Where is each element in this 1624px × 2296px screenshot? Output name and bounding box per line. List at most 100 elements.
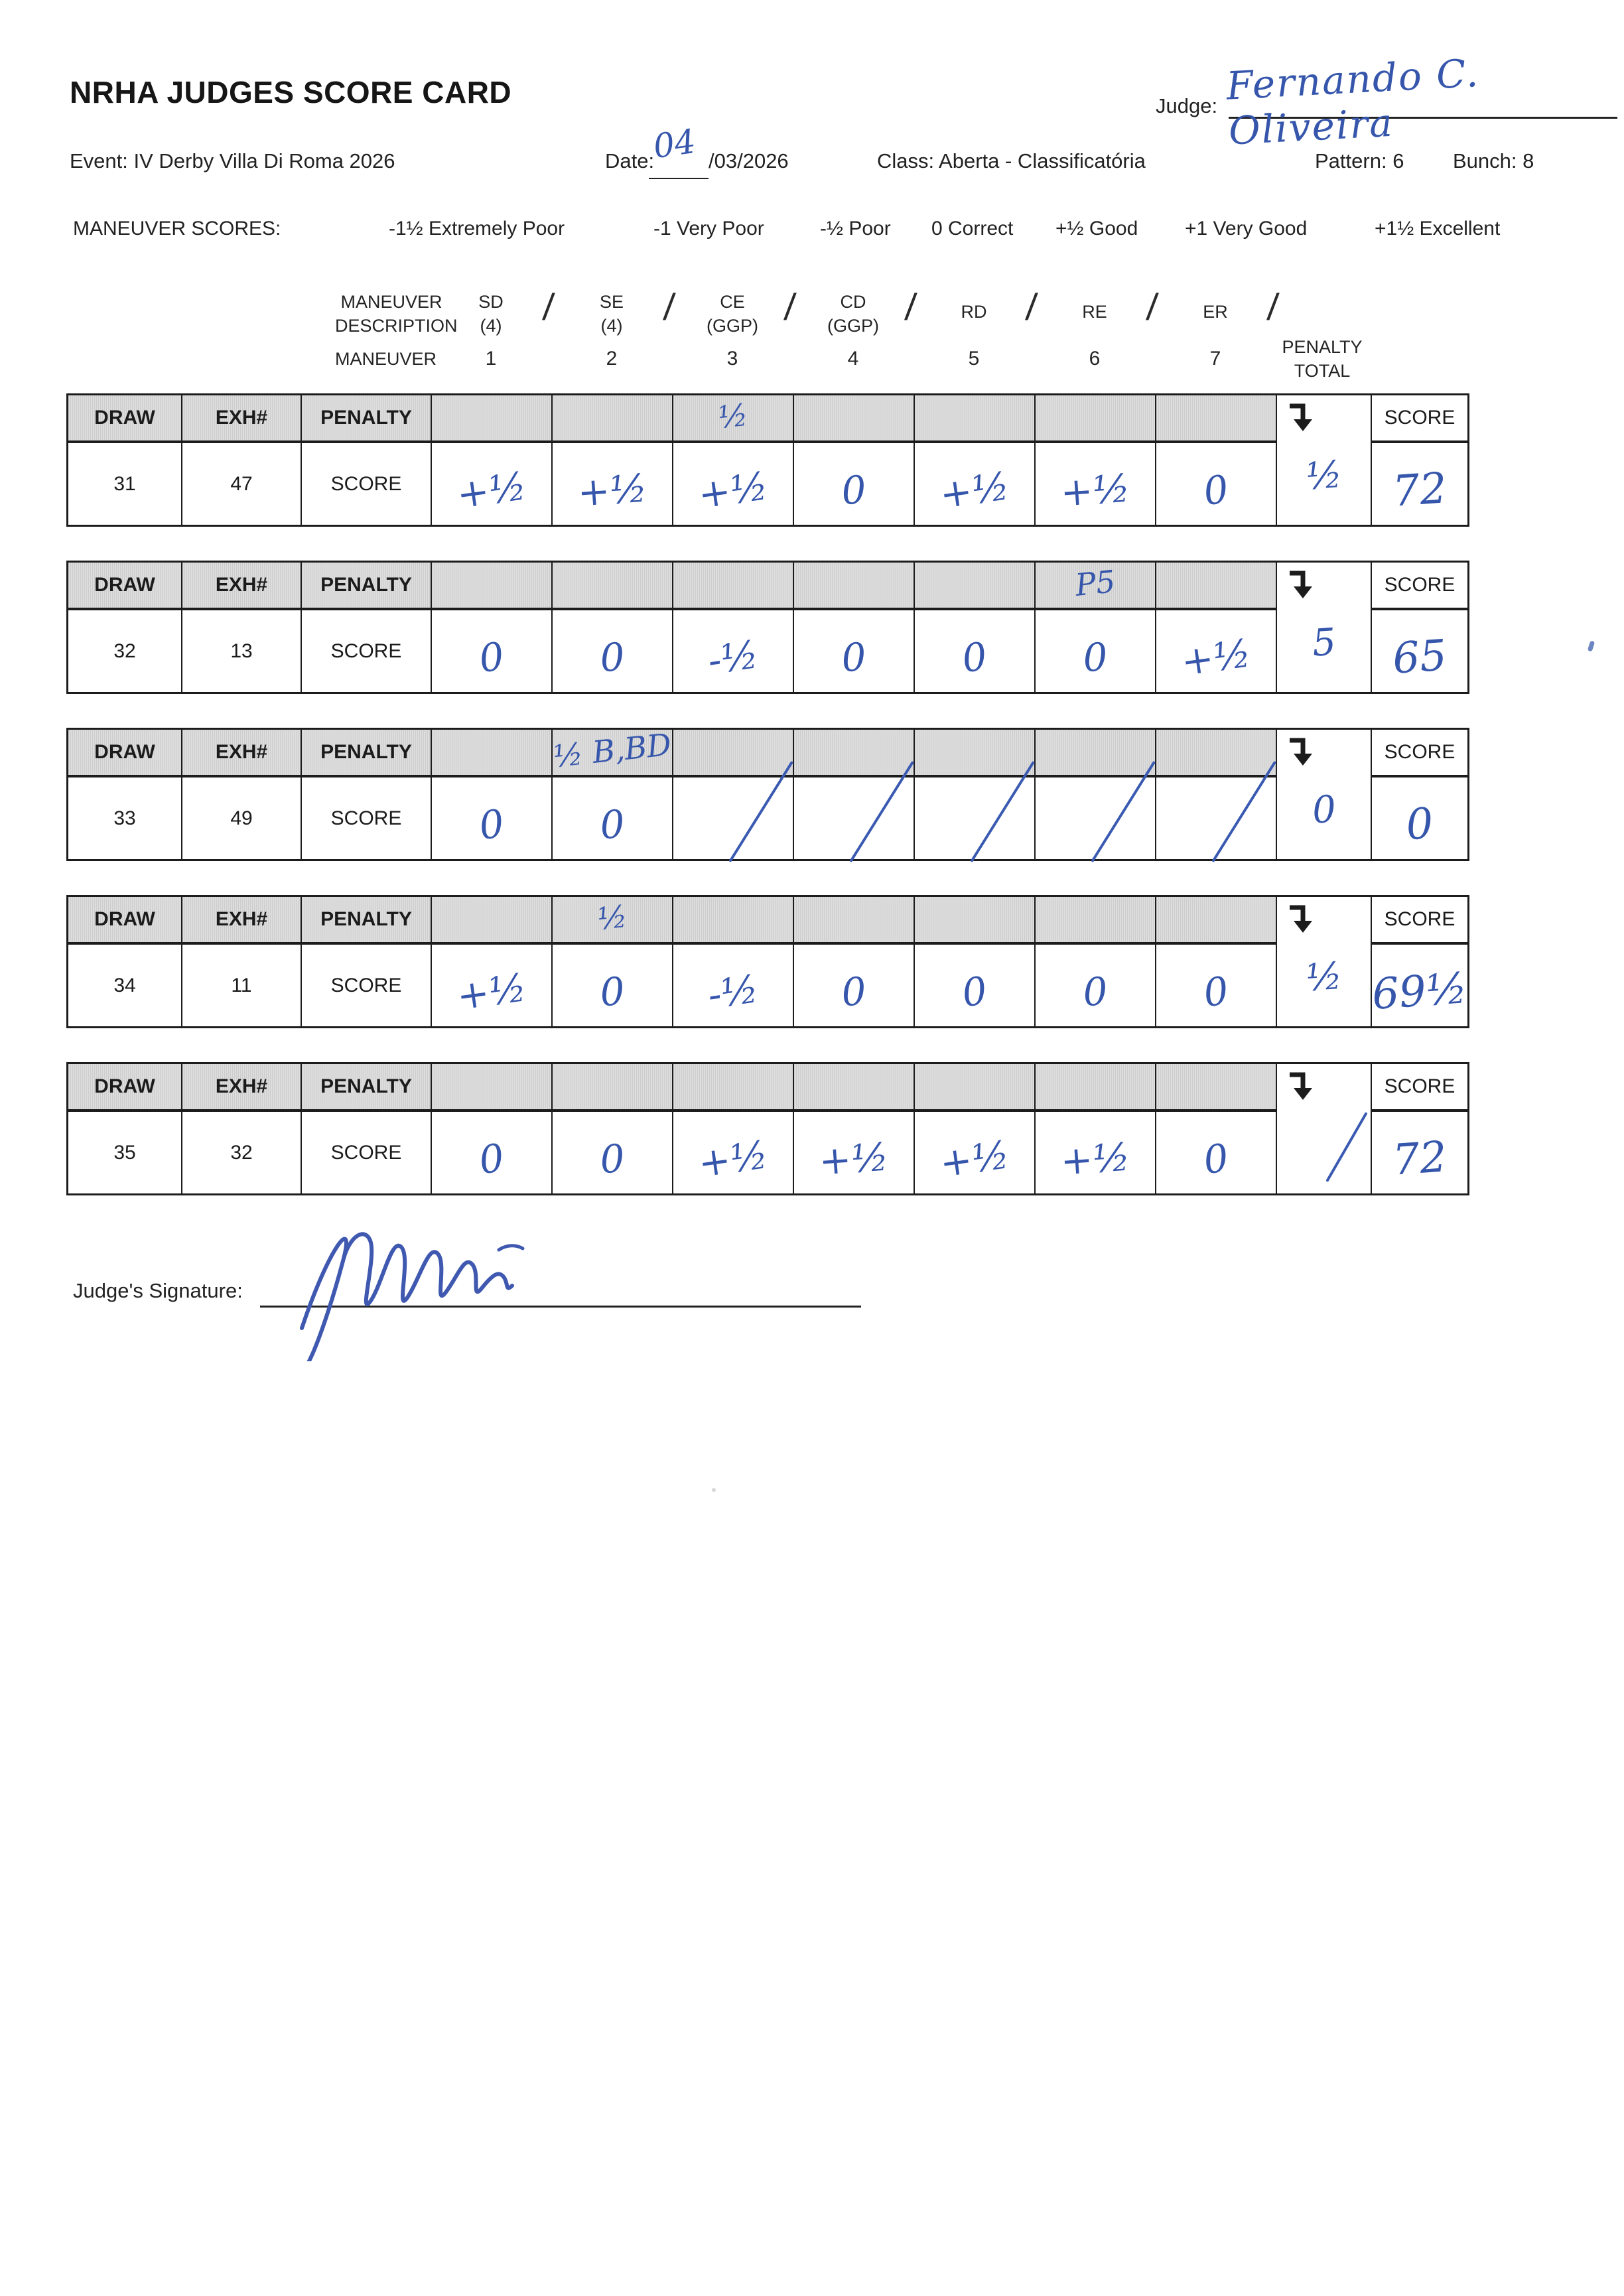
score-cell [914,760,1035,863]
exh-header-cell: EXH# [181,730,301,777]
score-cell: +½ [914,443,1034,525]
legend-item: -1 Very Poor [653,218,764,239]
score-cell: +½ [431,945,551,1026]
final-score-cell: 72 [1371,1112,1467,1193]
final-score-cell: 65 [1371,610,1467,692]
penalty-cell [793,563,914,610]
score-cell: 0 [551,945,672,1026]
score-cell: 0 [914,945,1034,1026]
penalty-cell: ½ [551,897,672,945]
column-separator-slash: / [1265,286,1280,328]
exh-header-cell: EXH# [181,897,301,945]
pattern-field: Pattern: 6 [1315,149,1404,173]
score-cell: 0 [551,1112,672,1193]
penalty-cell [914,395,1034,443]
score-cell: 0 [1155,443,1276,525]
score-cell: +½ [551,443,672,525]
score-cell: 0 [431,777,551,859]
corner-down-arrow-icon [1290,905,1312,933]
score-row-label-cell: SCORE [301,945,431,1026]
score-card: DRAW EXH# PENALTY SCORE 35 32 SCORE 0 [66,1062,1469,1195]
score-row-label-cell: SCORE [301,443,431,525]
legend-item: +½ Good [1055,218,1138,239]
penalty-cell [793,730,914,777]
maneuver-column-header: ER [1203,302,1228,322]
score-cell: 0 [793,610,914,692]
score-cell: 0 [914,610,1034,692]
legend-item: +1 Very Good [1185,218,1308,239]
bunch-field: Bunch: 8 [1453,149,1534,173]
penalty-cell [431,563,551,610]
penalty-cell [793,395,914,443]
score-cell: +½ [431,443,551,525]
bunch-value: 8 [1522,149,1534,172]
score-column-header-cell: SCORE [1371,730,1467,777]
score-cell: 0 [431,1112,551,1193]
class-value: Aberta - Classificatória [939,149,1146,172]
score-cell: -½ [672,945,793,1026]
penalty-header-cell: PENALTY [301,395,431,443]
penalty-cell [431,395,551,443]
event-label: Event: [70,149,128,172]
legend-item: -½ Poor [820,218,891,239]
draw-header-cell: DRAW [68,563,181,610]
score-row-label-cell: SCORE [301,610,431,692]
exh-header-cell: EXH# [181,395,301,443]
penalty-header-cell: PENALTY [301,897,431,945]
draw-header-cell: DRAW [68,897,181,945]
penalty-cell [1034,1064,1155,1112]
penalty-header-cell: PENALTY [301,563,431,610]
signature-line [260,1306,861,1308]
draw-header-cell: DRAW [68,395,181,443]
legend-item: -1½ Extremely Poor [389,218,565,239]
penalty-cell [1155,563,1276,610]
penalty-cell [1034,395,1155,443]
exh-header-cell: EXH# [181,563,301,610]
legend-item: 0 Correct [931,218,1014,239]
score-row-label-cell: SCORE [301,1112,431,1193]
exh-value-cell: 32 [181,1112,301,1193]
score-cell: +½ [672,443,793,525]
penalty-cell [672,730,793,777]
page-title: NRHA JUDGES SCORE CARD [70,75,512,109]
judge-name-handwriting: Fernando C. Oliveira [1225,50,1481,154]
exh-header-cell: EXH# [181,1064,301,1112]
score-cell [1155,760,1276,863]
draw-value-cell: 32 [113,640,136,662]
event-field: Event: IV Derby Villa Di Roma 2026 [70,149,395,173]
draw-header-cell: DRAW [68,1064,181,1112]
column-separator-slash: / [541,286,556,328]
maneuver-description-label: MANEUVER DESCRIPTION [335,292,458,336]
column-separator-slash: / [661,286,677,328]
judge-label: Judge: [1156,94,1218,117]
penalty-cell [672,563,793,610]
maneuver-number: 7 [1209,348,1221,370]
score-card: DRAW EXH# PENALTY ½ ½ SCORE 34 11 SCORE … [66,895,1469,1028]
penalty-cell [914,1064,1034,1112]
judges-signature-handwriting [300,1232,525,1361]
stray-ink-mark [1587,640,1595,652]
score-cell: 0 [1155,945,1276,1026]
draw-header-cell: DRAW [68,730,181,777]
maneuver-column-header: CE (GGP) [707,292,758,336]
corner-down-arrow-icon [1290,403,1312,431]
score-column-header-cell: SCORE [1371,395,1467,443]
maneuver-column-header: CD (GGP) [827,292,879,336]
penalty-cell [1155,395,1276,443]
score-cell: 0 [1034,945,1155,1026]
penalty-cell [1034,730,1155,777]
date-blank-line [649,178,709,179]
date-label: Date: [605,149,655,172]
pattern-value: 6 [1392,149,1404,172]
maneuver-number: 4 [847,348,859,370]
penalty-cell: ½ B,BD [551,726,673,777]
maneuver-row-label: MANEUVER [335,349,437,369]
maneuver-number: 3 [726,348,738,370]
penalty-cell [793,897,914,945]
score-column-header-cell: SCORE [1371,1064,1467,1112]
final-score-cell: 69½ [1371,945,1469,1026]
maneuver-number: 1 [485,348,497,370]
penalty-cell [793,1064,914,1112]
corner-down-arrow-icon [1290,571,1312,598]
score-cell: 0 [551,777,672,859]
